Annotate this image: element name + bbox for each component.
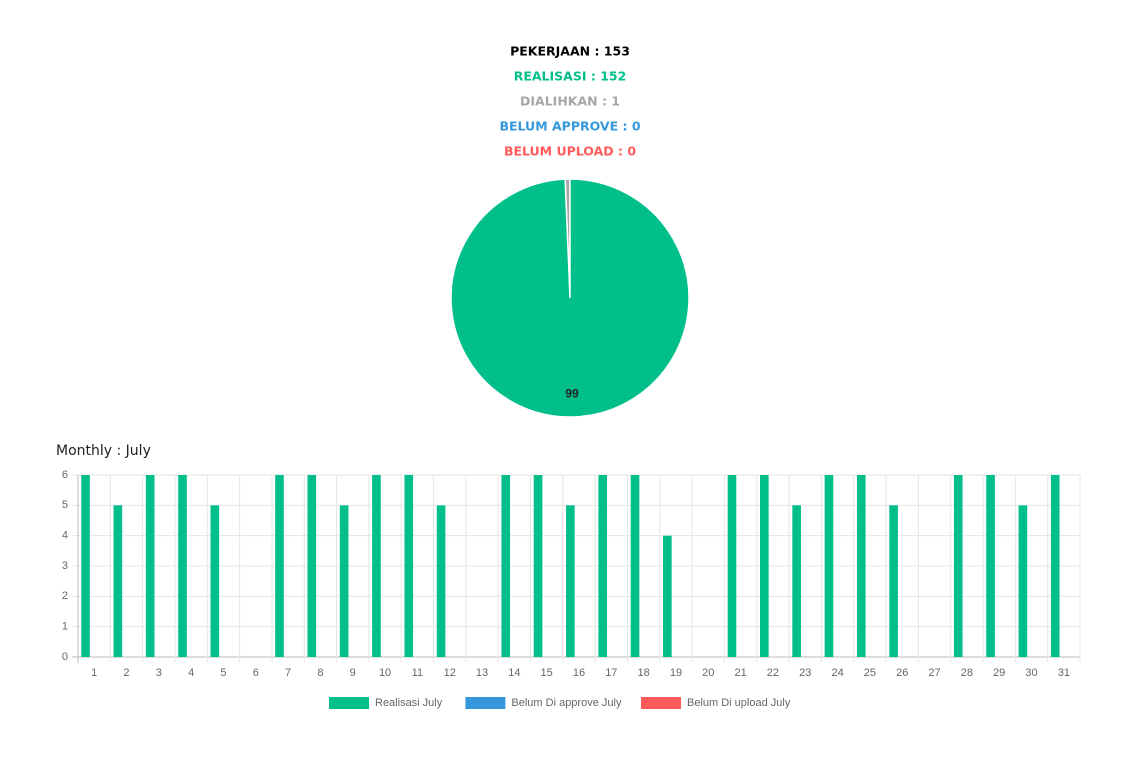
legend-label: Belum Di approve July <box>511 697 622 709</box>
bar <box>113 505 123 657</box>
legend-swatch <box>465 697 506 709</box>
x-tick-label: 29 <box>993 667 1005 679</box>
x-tick-label: 1 <box>91 667 97 679</box>
legend-swatch <box>329 697 369 709</box>
x-tick-label: 11 <box>412 667 423 679</box>
bar <box>663 535 672 657</box>
y-tick-label: 0 <box>62 651 68 663</box>
x-tick-label: 19 <box>670 667 682 679</box>
y-tick-label: 5 <box>62 499 68 511</box>
bar <box>145 475 155 657</box>
bar <box>178 475 187 657</box>
x-tick-label: 2 <box>123 667 129 679</box>
chart-title: Monthly : July <box>56 443 151 459</box>
x-tick-label: 24 <box>831 667 843 679</box>
bar <box>307 475 317 657</box>
pie-slice <box>450 178 690 418</box>
y-tick-label: 3 <box>62 560 68 572</box>
x-tick-label: 31 <box>1058 667 1070 679</box>
bar <box>598 475 608 657</box>
x-tick-label: 3 <box>156 667 162 679</box>
pie-value-label: 99 <box>565 387 579 401</box>
y-tick-label: 2 <box>62 590 68 602</box>
bar <box>436 505 446 657</box>
legend-label: Realisasi July <box>375 697 443 709</box>
bar <box>566 505 575 657</box>
x-tick-label: 16 <box>573 667 585 679</box>
bar <box>81 475 90 657</box>
bar <box>986 475 995 657</box>
bar <box>824 475 834 657</box>
bar <box>533 475 543 657</box>
y-tick-label: 4 <box>62 530 68 542</box>
x-tick-label: 14 <box>508 667 520 679</box>
x-tick-label: 27 <box>928 667 940 679</box>
bar <box>1050 475 1060 657</box>
x-tick-label: 21 <box>734 667 746 679</box>
x-tick-label: 20 <box>702 667 714 679</box>
x-tick-label: 17 <box>605 667 617 679</box>
y-tick-label: 1 <box>62 621 68 633</box>
x-tick-label: 7 <box>285 667 291 679</box>
x-tick-label: 4 <box>188 667 194 679</box>
x-tick-label: 12 <box>444 667 456 679</box>
bar <box>1018 505 1028 657</box>
x-tick-label: 13 <box>476 667 488 679</box>
x-tick-label: 28 <box>961 667 973 679</box>
x-tick-label: 9 <box>350 667 356 679</box>
summary-line: PEKERJAAN : 153 <box>510 44 630 59</box>
summary-line: REALISASI : 152 <box>514 69 627 84</box>
bar <box>275 475 284 657</box>
bar <box>372 475 381 657</box>
x-tick-label: 23 <box>799 667 811 679</box>
x-tick-label: 6 <box>253 667 259 679</box>
x-tick-label: 22 <box>767 667 779 679</box>
bar <box>792 505 801 657</box>
x-tick-label: 26 <box>896 667 908 679</box>
bar <box>501 475 511 657</box>
bar <box>210 505 220 657</box>
summary-line: BELUM UPLOAD : 0 <box>504 144 636 159</box>
bar <box>630 475 640 657</box>
bar <box>727 475 737 657</box>
x-tick-label: 15 <box>541 667 553 679</box>
legend-swatch <box>641 697 681 709</box>
bar <box>339 505 349 657</box>
legend-label: Belum Di upload July <box>687 697 791 709</box>
bar <box>404 475 414 657</box>
x-tick-label: 18 <box>638 667 650 679</box>
summary-line: BELUM APPROVE : 0 <box>499 119 640 134</box>
x-tick-label: 25 <box>864 667 876 679</box>
y-tick-label: 6 <box>62 469 68 481</box>
x-tick-label: 8 <box>317 667 323 679</box>
bar <box>889 505 898 657</box>
summary-line: DIALIHKAN : 1 <box>520 94 620 109</box>
x-tick-label: 30 <box>1025 667 1037 679</box>
bar <box>953 475 963 657</box>
x-tick-label: 5 <box>220 667 226 679</box>
bar <box>760 475 769 657</box>
x-tick-label: 10 <box>379 667 391 679</box>
bar <box>856 475 866 657</box>
